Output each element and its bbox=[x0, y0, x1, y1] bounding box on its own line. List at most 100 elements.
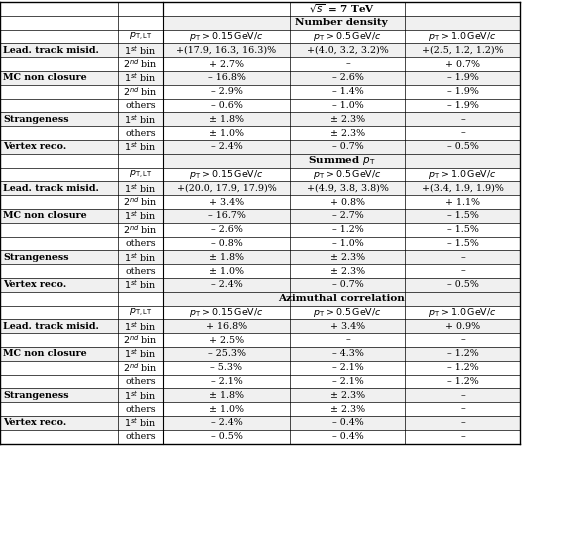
Text: Vertex reco.: Vertex reco. bbox=[3, 418, 66, 427]
Text: $2^{nd}$ bin: $2^{nd}$ bin bbox=[123, 334, 158, 346]
Text: + 2.5%: + 2.5% bbox=[209, 336, 244, 345]
Text: – 0.7%: – 0.7% bbox=[332, 280, 363, 289]
Text: – 0.5%: – 0.5% bbox=[447, 280, 478, 289]
Text: – 1.5%: – 1.5% bbox=[447, 225, 478, 234]
Bar bbox=[0, 112, 520, 126]
Bar bbox=[0, 320, 520, 333]
Bar bbox=[0, 347, 520, 361]
Text: + 3.4%: + 3.4% bbox=[209, 198, 244, 207]
Bar bbox=[0, 140, 520, 154]
Text: + 0.7%: + 0.7% bbox=[445, 60, 480, 69]
Text: $2^{nd}$ bin: $2^{nd}$ bin bbox=[123, 223, 158, 236]
Text: –: – bbox=[460, 404, 465, 414]
Text: – 1.0%: – 1.0% bbox=[332, 101, 363, 110]
Text: Strangeness: Strangeness bbox=[3, 115, 69, 124]
Text: – 0.4%: – 0.4% bbox=[332, 418, 363, 427]
Text: MC non closure: MC non closure bbox=[3, 350, 87, 358]
Bar bbox=[0, 388, 520, 402]
Text: ± 1.0%: ± 1.0% bbox=[209, 404, 244, 414]
Text: Summed $p_\mathrm{T}$: Summed $p_\mathrm{T}$ bbox=[308, 154, 375, 167]
Text: Vertex reco.: Vertex reco. bbox=[3, 142, 66, 151]
Text: Lead. track misid.: Lead. track misid. bbox=[3, 46, 99, 55]
Text: –: – bbox=[460, 115, 465, 124]
Text: Strangeness: Strangeness bbox=[3, 391, 69, 400]
Text: – 1.9%: – 1.9% bbox=[447, 101, 478, 110]
Text: – 1.2%: – 1.2% bbox=[447, 350, 478, 358]
Text: + 16.8%: + 16.8% bbox=[206, 322, 247, 331]
Text: – 2.1%: – 2.1% bbox=[332, 363, 363, 372]
Text: + 3.4%: + 3.4% bbox=[330, 322, 365, 331]
Text: Azimuthal correlation: Azimuthal correlation bbox=[278, 294, 405, 303]
Text: $p_\mathrm{T,LT}$: $p_\mathrm{T,LT}$ bbox=[129, 168, 152, 181]
Text: – 2.4%: – 2.4% bbox=[210, 142, 243, 151]
Text: others: others bbox=[125, 129, 156, 137]
Text: $1^{st}$ bin: $1^{st}$ bin bbox=[124, 71, 157, 84]
Text: – 1.2%: – 1.2% bbox=[332, 225, 363, 234]
Bar bbox=[0, 181, 520, 195]
Text: others: others bbox=[125, 266, 156, 275]
Text: – 0.7%: – 0.7% bbox=[332, 142, 363, 151]
Text: – 2.4%: – 2.4% bbox=[210, 418, 243, 427]
Text: –: – bbox=[460, 129, 465, 137]
Text: –: – bbox=[460, 432, 465, 441]
Text: – 1.0%: – 1.0% bbox=[332, 239, 363, 248]
Text: ± 1.0%: ± 1.0% bbox=[209, 129, 244, 137]
Text: Number density: Number density bbox=[295, 18, 388, 27]
Text: +(3.4, 1.9, 1.9)%: +(3.4, 1.9, 1.9)% bbox=[421, 184, 504, 193]
Text: – 1.2%: – 1.2% bbox=[447, 363, 478, 372]
Bar bbox=[163, 292, 520, 306]
Text: $1^{st}$ bin: $1^{st}$ bin bbox=[124, 113, 157, 126]
Text: +(2.5, 1.2, 1.2)%: +(2.5, 1.2, 1.2)% bbox=[422, 46, 503, 55]
Text: ± 2.3%: ± 2.3% bbox=[330, 129, 365, 137]
Bar bbox=[163, 16, 520, 29]
Text: $1^{st}$ bin: $1^{st}$ bin bbox=[124, 279, 157, 291]
Text: –: – bbox=[460, 418, 465, 427]
Text: ± 1.8%: ± 1.8% bbox=[209, 253, 244, 262]
Text: $p_\mathrm{T}>1.0\,\mathrm{GeV}/c$: $p_\mathrm{T}>1.0\,\mathrm{GeV}/c$ bbox=[428, 168, 497, 181]
Text: + 0.8%: + 0.8% bbox=[330, 198, 365, 207]
Text: $1^{st}$ bin: $1^{st}$ bin bbox=[124, 141, 157, 153]
Text: – 2.7%: – 2.7% bbox=[332, 212, 363, 220]
Text: $p_\mathrm{T}>0.15\,\mathrm{GeV}/c$: $p_\mathrm{T}>0.15\,\mathrm{GeV}/c$ bbox=[189, 306, 264, 319]
Text: ± 2.3%: ± 2.3% bbox=[330, 391, 365, 400]
Text: Lead. track misid.: Lead. track misid. bbox=[3, 322, 99, 331]
Text: –: – bbox=[460, 266, 465, 275]
Text: – 2.9%: – 2.9% bbox=[210, 87, 243, 96]
Text: – 1.2%: – 1.2% bbox=[447, 377, 478, 386]
Text: $1^{st}$ bin: $1^{st}$ bin bbox=[124, 417, 157, 429]
Text: +(20.0, 17.9, 17.9)%: +(20.0, 17.9, 17.9)% bbox=[177, 184, 276, 193]
Text: $p_\mathrm{T}>1.0\,\mathrm{GeV}/c$: $p_\mathrm{T}>1.0\,\mathrm{GeV}/c$ bbox=[428, 30, 497, 43]
Text: – 0.8%: – 0.8% bbox=[210, 239, 243, 248]
Bar bbox=[0, 416, 520, 430]
Text: – 0.5%: – 0.5% bbox=[447, 142, 478, 151]
Bar bbox=[163, 154, 520, 168]
Bar bbox=[0, 71, 520, 85]
Text: – 4.3%: – 4.3% bbox=[332, 350, 363, 358]
Bar bbox=[0, 278, 520, 292]
Text: – 1.5%: – 1.5% bbox=[447, 239, 478, 248]
Text: – 2.6%: – 2.6% bbox=[332, 73, 363, 83]
Text: ± 2.3%: ± 2.3% bbox=[330, 115, 365, 124]
Text: Lead. track misid.: Lead. track misid. bbox=[3, 184, 99, 193]
Text: others: others bbox=[125, 101, 156, 110]
Text: + 1.1%: + 1.1% bbox=[445, 198, 480, 207]
Text: MC non closure: MC non closure bbox=[3, 212, 87, 220]
Text: –: – bbox=[345, 336, 350, 345]
Text: others: others bbox=[125, 432, 156, 441]
Text: $p_\mathrm{T}>0.15\,\mathrm{GeV}/c$: $p_\mathrm{T}>0.15\,\mathrm{GeV}/c$ bbox=[189, 168, 264, 181]
Text: ± 2.3%: ± 2.3% bbox=[330, 266, 365, 275]
Text: ± 2.3%: ± 2.3% bbox=[330, 404, 365, 414]
Text: – 0.5%: – 0.5% bbox=[210, 432, 243, 441]
Text: ± 1.8%: ± 1.8% bbox=[209, 391, 244, 400]
Text: +(17.9, 16.3, 16.3)%: +(17.9, 16.3, 16.3)% bbox=[177, 46, 276, 55]
Text: – 0.4%: – 0.4% bbox=[332, 432, 363, 441]
Text: + 2.7%: + 2.7% bbox=[209, 60, 244, 69]
Text: $2^{nd}$ bin: $2^{nd}$ bin bbox=[123, 361, 158, 374]
Text: –: – bbox=[345, 60, 350, 69]
Text: – 25.3%: – 25.3% bbox=[208, 350, 245, 358]
Text: $1^{st}$ bin: $1^{st}$ bin bbox=[124, 182, 157, 194]
Text: +(4.0, 3.2, 3.2)%: +(4.0, 3.2, 3.2)% bbox=[307, 46, 389, 55]
Text: $1^{st}$ bin: $1^{st}$ bin bbox=[124, 44, 157, 57]
Bar bbox=[0, 209, 520, 223]
Text: $\sqrt{s}$ = 7 TeV: $\sqrt{s}$ = 7 TeV bbox=[309, 3, 374, 15]
